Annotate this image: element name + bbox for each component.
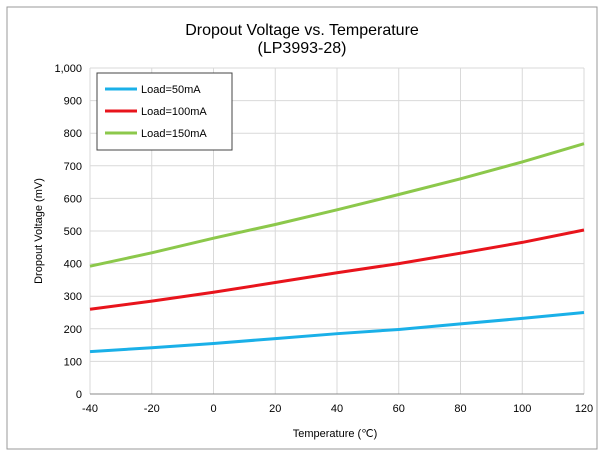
y-tick-label: 200: [64, 324, 82, 336]
x-tick-label: 40: [331, 403, 343, 415]
x-tick-label: -20: [144, 403, 160, 415]
y-tick-label: 400: [64, 259, 82, 271]
x-axis-label: Temperature (℃): [293, 428, 378, 440]
chart: Dropout Voltage vs. Temperature (LP3993-…: [0, 0, 604, 456]
x-tick-label: 100: [513, 403, 531, 415]
y-tick-label: 800: [64, 128, 82, 140]
x-tick-label: 0: [210, 403, 216, 415]
legend-label: Load=50mA: [141, 84, 201, 96]
chart-title: Dropout Voltage vs. Temperature: [185, 22, 419, 39]
y-tick-label: 300: [64, 291, 82, 303]
legend-label: Load=150mA: [141, 128, 207, 140]
y-tick-label: 1,000: [54, 63, 82, 75]
x-tick-label: 60: [393, 403, 405, 415]
x-tick-label: -40: [82, 403, 98, 415]
x-tick-label: 20: [269, 403, 281, 415]
y-tick-label: 500: [64, 226, 82, 238]
y-tick-label: 0: [76, 389, 82, 401]
y-tick-label: 100: [64, 356, 82, 368]
y-axis-label: Dropout Voltage (mV): [33, 178, 45, 284]
y-tick-label: 900: [64, 96, 82, 108]
chart-subtitle: (LP3993-28): [258, 40, 347, 57]
y-tick-label: 600: [64, 193, 82, 205]
x-tick-label: 120: [575, 403, 593, 415]
x-tick-label: 80: [454, 403, 466, 415]
legend-label: Load=100mA: [141, 106, 207, 118]
y-tick-label: 700: [64, 161, 82, 173]
chart-frame: [7, 7, 597, 449]
